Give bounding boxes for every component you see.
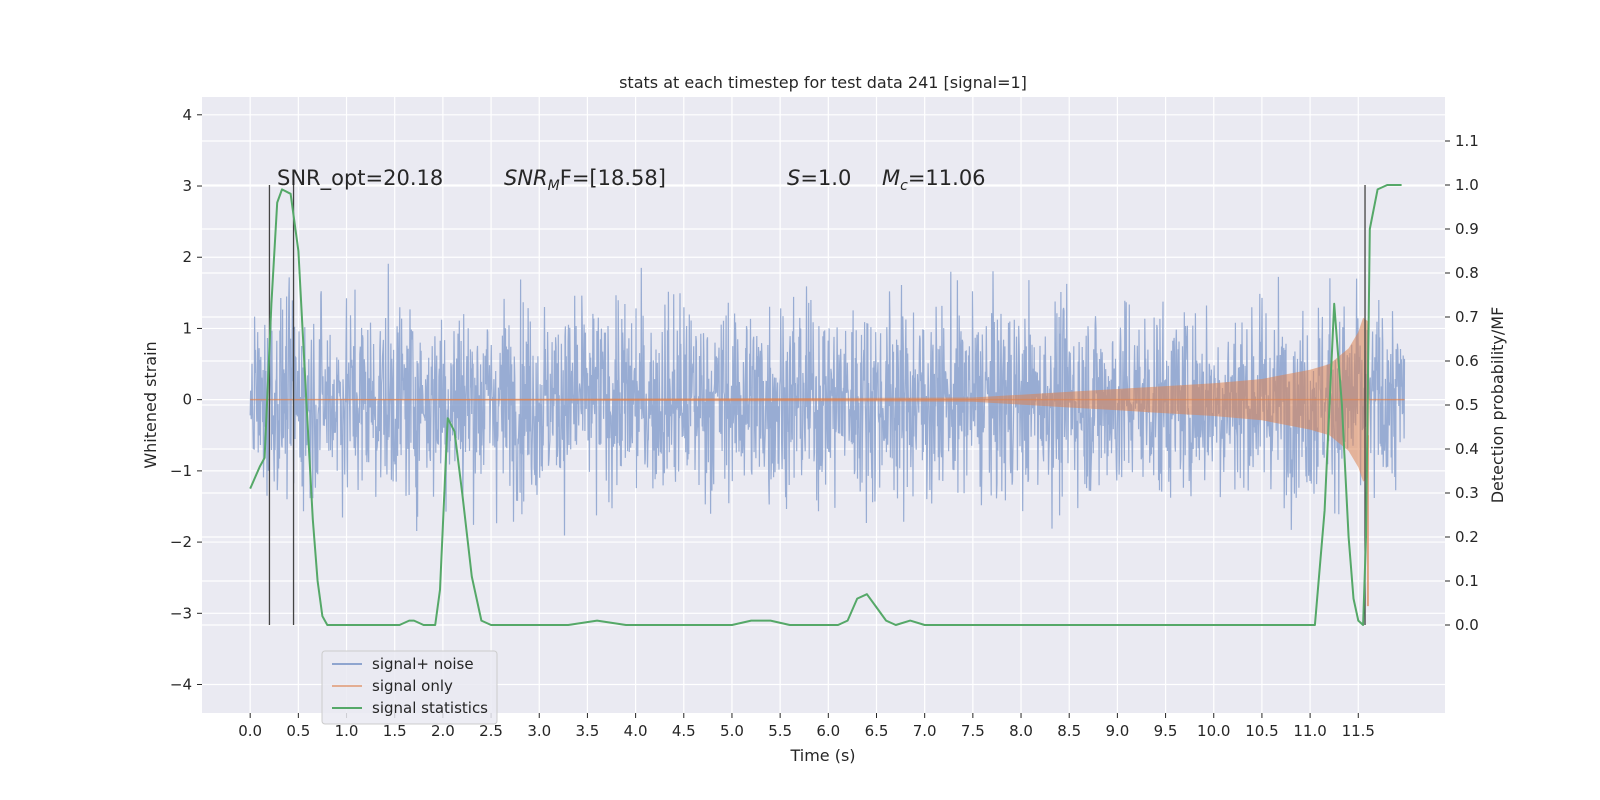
x-tick-label-21: 10.5 — [1245, 722, 1278, 740]
y2-tick-label-5: 0.6 — [1455, 352, 1479, 370]
signal-plus-noise-line — [249, 263, 1406, 536]
annotation-mc: Mc=11.06 — [882, 166, 986, 194]
y-tick-labels: 4 3 2 1 0 −1 −2 −3 −4 — [170, 106, 202, 694]
y2-tick-label-6: 0.5 — [1455, 396, 1479, 414]
legend-label-signal-only: signal only — [372, 677, 453, 695]
y-tick-label-8: −4 — [170, 676, 192, 694]
x-tick-labels: 0.0 0.5 1.0 1.5 2.0 2.5 3.0 3.5 4.0 4.5 5.0 5.5 6.0 6… — [238, 713, 1375, 740]
x-tick-label-2: 1.0 — [335, 722, 359, 740]
y2-axis-label: Detection probability/MF — [1488, 307, 1507, 504]
legend: signal+ noise signal only signal statist… — [321, 650, 498, 725]
x-tick-label-6: 3.0 — [527, 722, 551, 740]
y-tick-label-7: −3 — [170, 604, 192, 622]
y2-tick-label-2: 0.9 — [1455, 220, 1479, 238]
x-tick-label-1: 0.5 — [286, 722, 310, 740]
x-tick-label-20: 10.0 — [1197, 722, 1230, 740]
y2-tick-label-4: 0.7 — [1455, 308, 1479, 326]
y2-tick-label-3: 0.8 — [1455, 264, 1479, 282]
x-tick-label-15: 7.5 — [961, 722, 985, 740]
x-tick-label-3: 1.5 — [383, 722, 407, 740]
x-tick-label-0: 0.0 — [238, 722, 262, 740]
y-tick-label-5: −1 — [170, 462, 192, 480]
x-tick-label-19: 9.5 — [1154, 722, 1178, 740]
y2-tick-label-0: 1.1 — [1455, 132, 1479, 150]
chart-title: stats at each timestep for test data 241… — [619, 73, 1027, 92]
y2-tick-label-8: 0.3 — [1455, 484, 1479, 502]
y2-tick-labels: 1.1 1.0 0.9 0.8 0.7 0.6 0.5 0.4 0.3 0.2 0.1 0.0 — [1445, 132, 1479, 634]
y-tick-label-0: 4 — [182, 106, 192, 124]
legend-box — [321, 650, 498, 725]
x-tick-label-17: 8.5 — [1057, 722, 1081, 740]
x-tick-label-23: 11.5 — [1342, 722, 1375, 740]
y2-tick-label-9: 0.2 — [1455, 528, 1479, 546]
x-tick-label-16: 8.0 — [1009, 722, 1033, 740]
x-tick-label-8: 4.0 — [624, 722, 648, 740]
legend-label-signal-plus-noise: signal+ noise — [372, 655, 474, 673]
annotation-snr-opt: SNR_opt=20.18 — [277, 166, 443, 191]
y2-tick-label-10: 0.1 — [1455, 572, 1479, 590]
x-tick-label-4: 2.0 — [431, 722, 455, 740]
x-tick-label-12: 6.0 — [816, 722, 840, 740]
y-tick-label-4: 0 — [182, 391, 192, 409]
legend-label-signal-statistics: signal statistics — [372, 699, 488, 717]
x-tick-label-22: 11.0 — [1293, 722, 1326, 740]
x-tick-label-18: 9.0 — [1105, 722, 1129, 740]
x-tick-label-7: 3.5 — [575, 722, 599, 740]
signal-statistics-line — [249, 184, 1402, 626]
y-tick-label-3: 1 — [182, 319, 192, 337]
series-signal-only — [250, 317, 1405, 607]
y2-tick-label-7: 0.4 — [1455, 440, 1479, 458]
annotation-snr-mf: SNRMF=[18.58] — [504, 166, 666, 194]
x-tick-label-9: 4.5 — [672, 722, 696, 740]
x-tick-label-10: 5.0 — [720, 722, 744, 740]
series-signal-statistics — [249, 184, 1402, 626]
y2-tick-label-11: 0.0 — [1455, 616, 1479, 634]
x-axis-label: Time (s) — [789, 746, 855, 765]
y-axis-label: Whitened strain — [141, 341, 160, 468]
x-tick-label-11: 5.5 — [768, 722, 792, 740]
annotation-s: S=1.0 — [787, 166, 851, 190]
y2-tick-label-1: 1.0 — [1455, 176, 1479, 194]
x-tick-label-14: 7.0 — [913, 722, 937, 740]
y-tick-label-6: −2 — [170, 533, 192, 551]
y-tick-label-2: 2 — [182, 248, 192, 266]
y-tick-label-1: 3 — [182, 177, 192, 195]
x-tick-label-5: 2.5 — [479, 722, 503, 740]
series-signal-plus-noise — [249, 263, 1406, 536]
x-tick-label-13: 6.5 — [865, 722, 889, 740]
